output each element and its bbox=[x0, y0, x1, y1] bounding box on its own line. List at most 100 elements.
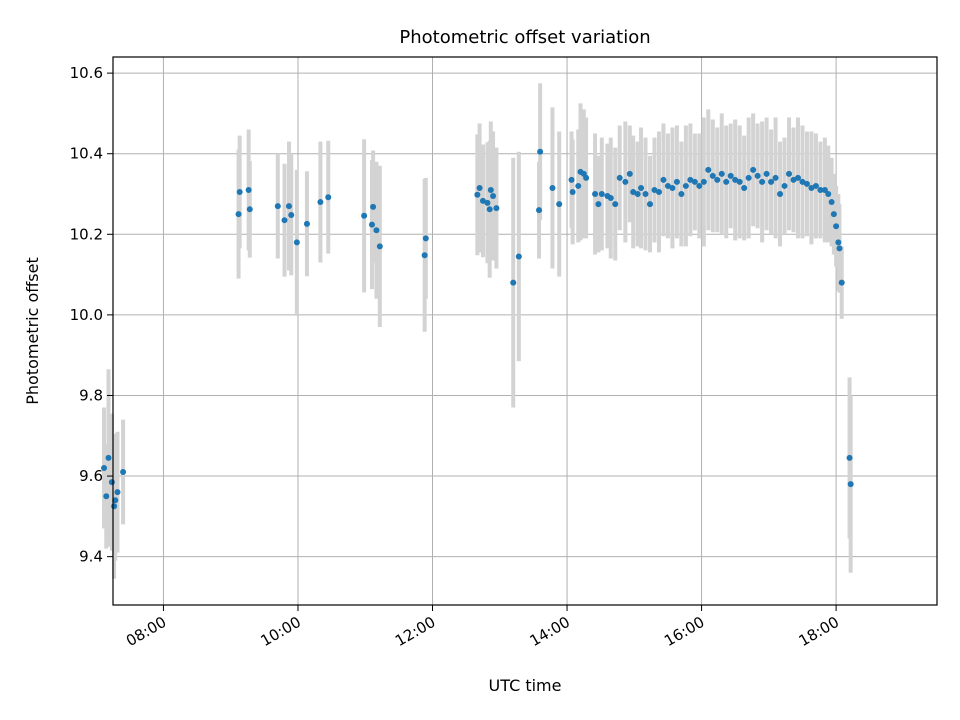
data-point bbox=[112, 497, 119, 504]
data-point bbox=[696, 182, 703, 189]
data-point bbox=[476, 184, 483, 191]
data-point bbox=[575, 182, 582, 189]
y-tick-label: 10.0 bbox=[70, 306, 103, 324]
y-axis: 9.4 9.6 9.8 10.0 10.2 10.4 10.6 bbox=[70, 64, 113, 566]
data-point bbox=[236, 188, 243, 195]
data-point bbox=[821, 186, 828, 193]
data-point bbox=[286, 203, 293, 210]
y-tick-label: 9.8 bbox=[79, 386, 103, 404]
y-tick-label: 10.2 bbox=[70, 225, 103, 243]
data-point bbox=[723, 178, 730, 185]
data-point bbox=[303, 220, 310, 227]
y-tick-label: 10.6 bbox=[70, 64, 103, 82]
data-point bbox=[595, 201, 602, 208]
data-point bbox=[479, 197, 486, 204]
data-point bbox=[754, 172, 761, 179]
data-point bbox=[616, 174, 623, 181]
data-point bbox=[705, 166, 712, 173]
data-point bbox=[794, 174, 801, 181]
data-point bbox=[799, 178, 806, 185]
data-point bbox=[835, 239, 842, 246]
data-point bbox=[768, 178, 775, 185]
data-point bbox=[612, 201, 619, 208]
data-point bbox=[368, 221, 375, 228]
data-point bbox=[772, 174, 779, 181]
data-point bbox=[825, 191, 832, 197]
data-point bbox=[510, 279, 517, 286]
data-point bbox=[830, 211, 837, 218]
data-point bbox=[421, 252, 428, 259]
data-point bbox=[763, 170, 770, 177]
data-point bbox=[736, 178, 743, 185]
data-point bbox=[655, 188, 662, 195]
data-point bbox=[669, 184, 676, 191]
data-point bbox=[732, 176, 739, 183]
data-point bbox=[536, 207, 543, 214]
data-point bbox=[120, 469, 127, 476]
data-point bbox=[373, 227, 380, 234]
data-point bbox=[836, 245, 843, 252]
data-point bbox=[642, 191, 649, 197]
data-point bbox=[607, 195, 614, 202]
data-point bbox=[515, 253, 522, 260]
data-point bbox=[235, 211, 242, 218]
data-point bbox=[549, 184, 556, 191]
data-point bbox=[847, 481, 854, 488]
y-tick-label: 9.6 bbox=[79, 467, 103, 485]
data-point bbox=[288, 211, 295, 218]
data-point bbox=[727, 172, 734, 179]
data-point bbox=[828, 199, 835, 206]
data-point bbox=[111, 503, 118, 510]
data-point bbox=[833, 223, 840, 230]
data-point bbox=[583, 174, 590, 181]
data-point bbox=[474, 191, 481, 198]
data-point bbox=[638, 184, 645, 191]
data-point bbox=[487, 186, 494, 193]
data-point bbox=[647, 201, 654, 208]
data-point bbox=[741, 184, 748, 191]
data-point bbox=[673, 178, 680, 185]
data-point bbox=[700, 178, 707, 185]
data-point bbox=[293, 239, 300, 246]
data-point bbox=[846, 454, 853, 461]
data-point bbox=[105, 454, 112, 461]
data-point bbox=[626, 170, 633, 177]
data-point bbox=[838, 279, 845, 286]
data-point bbox=[114, 489, 121, 496]
y-axis-title: Photometric offset bbox=[23, 257, 42, 405]
data-point bbox=[422, 235, 429, 242]
data-point bbox=[317, 199, 324, 206]
data-point bbox=[325, 194, 332, 201]
data-point bbox=[687, 176, 694, 183]
x-axis-title: UTC time bbox=[489, 676, 562, 695]
data-point bbox=[634, 191, 641, 197]
data-point bbox=[568, 176, 575, 183]
data-point bbox=[709, 172, 716, 179]
data-point bbox=[101, 465, 108, 471]
data-point bbox=[493, 205, 500, 212]
data-point bbox=[759, 178, 766, 185]
data-point bbox=[598, 191, 605, 197]
data-point bbox=[281, 217, 288, 224]
data-point bbox=[556, 201, 563, 208]
plot-frame bbox=[112, 56, 938, 606]
data-point bbox=[361, 212, 368, 219]
y-tick-label: 10.4 bbox=[70, 145, 103, 163]
y-tick-label: 9.4 bbox=[79, 548, 103, 566]
data-point bbox=[808, 184, 815, 191]
data-point bbox=[812, 182, 819, 189]
grid bbox=[113, 57, 937, 605]
data-point bbox=[714, 176, 721, 183]
data-point bbox=[745, 174, 752, 181]
data-point bbox=[682, 182, 689, 189]
data-point bbox=[484, 199, 491, 206]
data-point bbox=[817, 186, 824, 193]
chart-title: Photometric offset variation bbox=[399, 27, 650, 48]
data-point bbox=[370, 203, 377, 210]
data-point bbox=[781, 182, 788, 189]
data-points bbox=[101, 148, 854, 510]
data-point bbox=[691, 178, 698, 185]
data-point bbox=[622, 178, 629, 185]
data-point bbox=[790, 176, 797, 183]
data-point bbox=[777, 191, 784, 197]
